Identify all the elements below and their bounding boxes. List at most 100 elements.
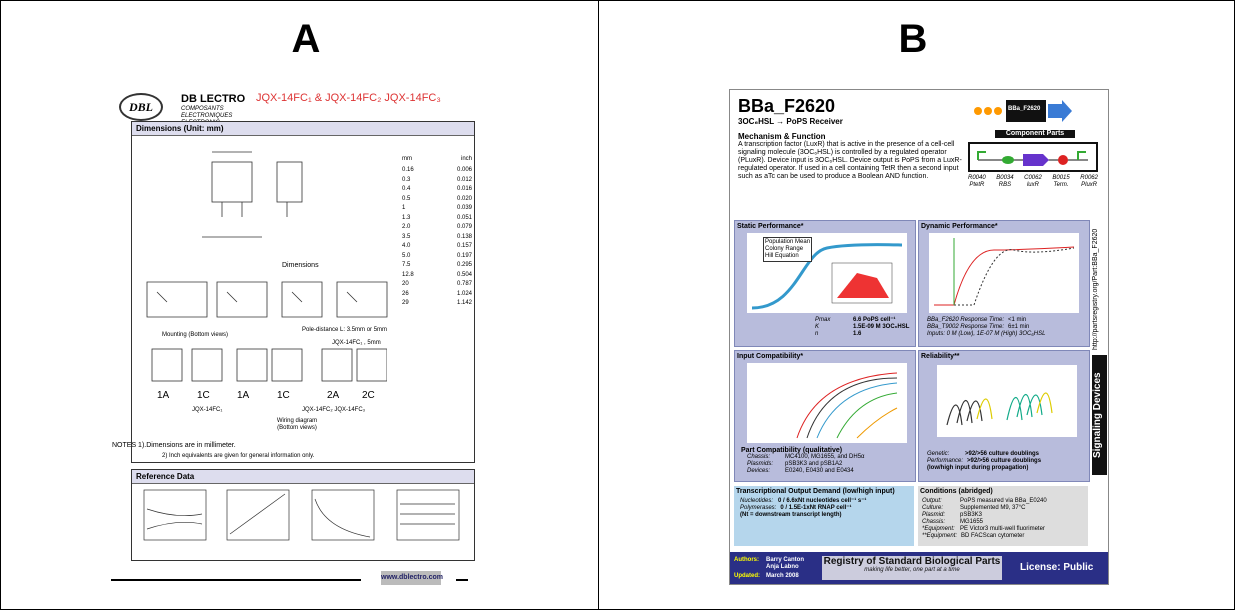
cell: 12.8	[402, 271, 414, 281]
value: 6.6 PoPS cell⁻¹	[853, 317, 896, 324]
key: Genetic:	[927, 451, 961, 458]
key: *Equipment:	[922, 526, 956, 533]
subtitle: 3OC₆HSL → PoPS Receiver	[738, 117, 843, 126]
key: Chassis:	[747, 454, 781, 461]
value: 1.5E-09 M 3OC₆HSL	[853, 324, 909, 331]
cell: 20	[402, 280, 409, 290]
value: 0 / 6.6xNt nucleotides cell⁻¹ s⁻¹	[778, 498, 866, 505]
dimensions-box: Dimensions (Unit: mm) Dimensions mminch0…	[131, 121, 475, 463]
wiring-label: 1A	[237, 390, 249, 401]
cell: 26	[402, 290, 409, 300]
updated: March 2008	[766, 573, 799, 580]
datasheet: BBa_F2620 3OC₆HSL → PoPS Receiver BBa_F2…	[729, 89, 1109, 585]
legend-entry: Colony Range	[765, 246, 810, 253]
legend-entry: Hill Equation	[765, 253, 810, 260]
side-label: Signaling Devices	[1092, 355, 1107, 475]
cell: 2.0	[402, 223, 410, 233]
part-text: PluxR	[1080, 182, 1098, 189]
row: Plasmid: pSB3K3	[922, 512, 1088, 519]
demand: Nucleotides:0 / 6.6xNt nucleotides cell⁻…	[734, 498, 914, 519]
cell: 3.5	[402, 233, 410, 243]
value: >92/>56 culture doublings	[965, 451, 1039, 458]
caption: JQX-14FC₂ JQX-14FC₃	[302, 407, 365, 414]
cell: 0.3	[402, 176, 410, 186]
authors-label: Authors:	[734, 557, 759, 564]
wiring-label: 2A	[327, 390, 339, 401]
row: BBa_T9002 Response Time: 6±1 min	[927, 324, 1045, 331]
tagline: making life better, one part at a time	[822, 567, 1002, 574]
reference-plots	[132, 484, 472, 556]
cell: 0.4	[402, 185, 410, 195]
row: BBa_F2620 Response Time:<1 min	[927, 317, 1045, 324]
cell: 1.142	[457, 299, 472, 309]
value: BD FACScan cytometer	[961, 533, 1024, 540]
caption: Dimensions	[282, 262, 319, 270]
updated-label: Updated:	[734, 573, 760, 580]
wiring-label: 1C	[277, 390, 290, 401]
row: Plasmids:pSB3K3 and pSB1A2	[747, 461, 865, 468]
heading: Static Performance*	[735, 221, 915, 233]
part-text: luxR	[1024, 182, 1042, 189]
heading: Conditions (abridged)	[918, 486, 1088, 498]
cell: 0.197	[457, 252, 472, 262]
row: Culture:Supplemented M9, 37°C	[922, 505, 1088, 512]
value: pSB3K3	[960, 512, 982, 519]
value: pSB3K3 and pSB1A2	[785, 461, 842, 468]
row: Output:PoPS measured via BBa_E0240	[922, 498, 1088, 505]
cell: 0.020	[457, 195, 472, 205]
demand-panel: Transcriptional Output Demand (low/high …	[734, 486, 914, 546]
cell: 0.5	[402, 195, 410, 205]
conditions-panel: Conditions (abridged) Output:PoPS measur…	[918, 486, 1088, 546]
cell: 0.295	[457, 261, 472, 271]
row: *Equipment:PE Victor3 multi-well fluorim…	[922, 526, 1088, 533]
key: Plasmid:	[922, 512, 956, 519]
heading: Reliability**	[919, 351, 1089, 363]
heading: Dynamic Performance*	[919, 221, 1089, 233]
wiring-label: 1C	[197, 390, 210, 401]
row: n 1.6	[815, 331, 909, 338]
footer: Authors: Barry Canton Anja Labno Updated…	[730, 552, 1108, 584]
value: 6±1 min	[1008, 324, 1029, 331]
row: Genetic: >92/>56 culture doublings	[927, 451, 1041, 458]
key: BBa_T9002 Response Time:	[927, 324, 1004, 331]
value: Supplemented M9, 37°C	[960, 505, 1025, 512]
value: 1.6	[853, 331, 861, 338]
header-cell: inch	[461, 156, 472, 163]
caption: Pole-distance L: 3.5mm or 5mm	[302, 327, 387, 334]
key: Polymerases:	[740, 505, 776, 512]
key: Performance:	[927, 458, 963, 465]
logo: DBL	[119, 93, 163, 121]
heading: Part Compatibility (qualitative)	[741, 447, 865, 454]
key: n	[815, 331, 849, 338]
part: B0015Term.	[1052, 175, 1069, 189]
parts-list: R0040PtetRB0034RBSC0062luxRB0015Term.R00…	[968, 175, 1098, 189]
key: Output:	[922, 498, 956, 505]
panel-label: A	[256, 17, 356, 62]
figure: A B DBL DB LECTRO COMPOSANTS ELECTRONIQU…	[0, 0, 1235, 610]
value: E0240, E0430 and E0434	[785, 468, 854, 475]
cell: 1.3	[402, 214, 410, 224]
value: >92/>56 culture doublings	[967, 458, 1041, 465]
key: Inputs: 0 M (Low), 1E-07 M (High) 3OC₆HS…	[927, 331, 1045, 338]
section-header: Reference Data	[132, 470, 474, 484]
part: R0062PluxR	[1080, 175, 1098, 189]
cell: 0.16	[402, 166, 414, 176]
part-text: R0040	[968, 175, 986, 182]
legend-entry: Population Mean	[765, 239, 810, 246]
heading: Component Parts	[995, 130, 1075, 138]
caption: Wiring diagram (Bottom views)	[267, 418, 327, 432]
key: Devices:	[747, 468, 781, 475]
value: MG1655	[960, 519, 983, 526]
